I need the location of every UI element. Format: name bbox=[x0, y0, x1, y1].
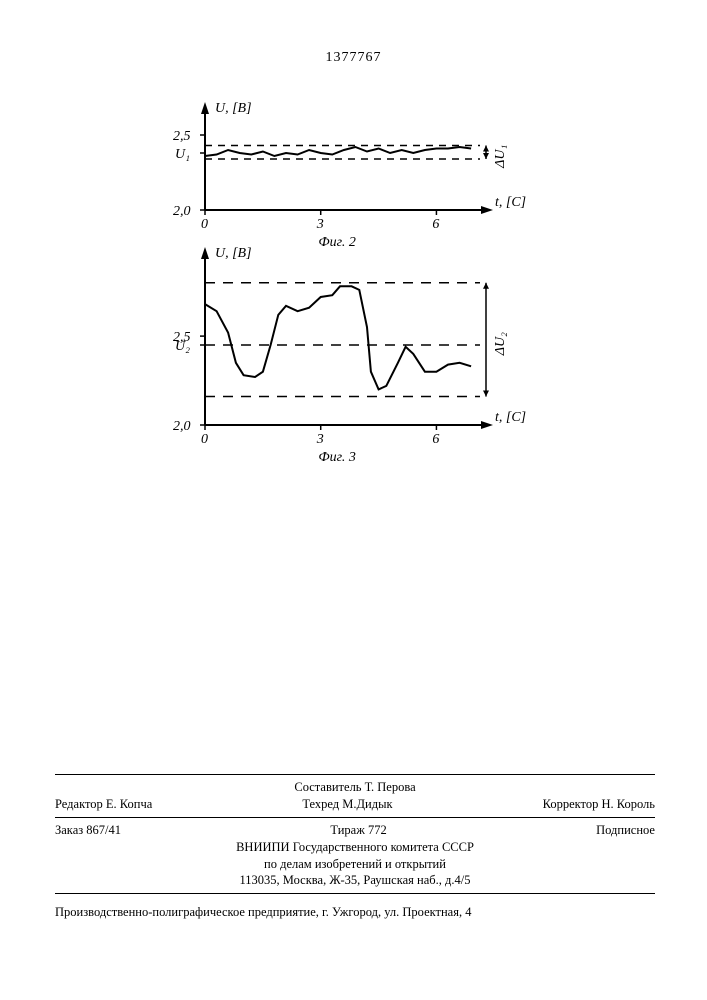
svg-text:t, [C]: t, [C] bbox=[495, 410, 526, 425]
document-number: 1377767 bbox=[0, 50, 707, 66]
svg-text:3: 3 bbox=[316, 217, 324, 232]
svg-text:2,5: 2,5 bbox=[173, 129, 191, 144]
figures-svg: U, [B] t, [C] 2,0 2,5 0 3 6 U₁ ΔU₁ Фиг. 2 U, [B] t,… bbox=[150, 95, 550, 485]
svg-text:Фиг. 3: Фиг. 3 bbox=[318, 450, 356, 465]
svg-text:0: 0 bbox=[201, 432, 208, 447]
svg-text:6: 6 bbox=[432, 432, 439, 447]
svg-text:3: 3 bbox=[316, 432, 324, 447]
subscription-line: Подписное bbox=[596, 822, 655, 839]
svg-text:0: 0 bbox=[201, 217, 208, 232]
org1-line: ВНИИПИ Государственного комитета СССР bbox=[55, 839, 655, 856]
svg-text:6: 6 bbox=[432, 217, 439, 232]
order-line: Заказ 867/41 bbox=[55, 822, 121, 839]
svg-text:2,0: 2,0 bbox=[173, 419, 191, 434]
svg-text:U, [B]: U, [B] bbox=[215, 101, 252, 116]
svg-text:2,0: 2,0 bbox=[173, 204, 191, 219]
svg-text:U₁: U₁ bbox=[175, 147, 190, 162]
editor-line: Редактор Е. Копча bbox=[55, 796, 152, 813]
svg-text:ΔU₁: ΔU₁ bbox=[493, 145, 508, 169]
svg-text:U₂: U₂ bbox=[175, 339, 190, 354]
printer-line: Производственно-полиграфическое предприя… bbox=[55, 905, 655, 920]
svg-text:t, [C]: t, [C] bbox=[495, 195, 526, 210]
circulation-line: Тираж 772 bbox=[330, 822, 386, 839]
address-line: 113035, Москва, Ж-35, Раушская наб., д.4… bbox=[55, 872, 655, 889]
svg-text:U, [B]: U, [B] bbox=[215, 246, 252, 261]
svg-text:ΔU₂: ΔU₂ bbox=[493, 332, 508, 356]
corrector-line: Корректор Н. Король bbox=[543, 796, 655, 813]
org2-line: по делам изобретений и открытий bbox=[55, 856, 655, 873]
compiler-line: Составитель Т. Перова bbox=[55, 779, 655, 796]
tech-line: Техред М.Дидык bbox=[302, 796, 392, 813]
charts-region: U, [B] t, [C] 2,0 2,5 0 3 6 U₁ ΔU₁ Фиг. 2 U, [B] t,… bbox=[150, 95, 550, 490]
footer-block: Составитель Т. Перова Редактор Е. Копча … bbox=[55, 770, 655, 898]
svg-text:Фиг. 2: Фиг. 2 bbox=[318, 235, 356, 250]
